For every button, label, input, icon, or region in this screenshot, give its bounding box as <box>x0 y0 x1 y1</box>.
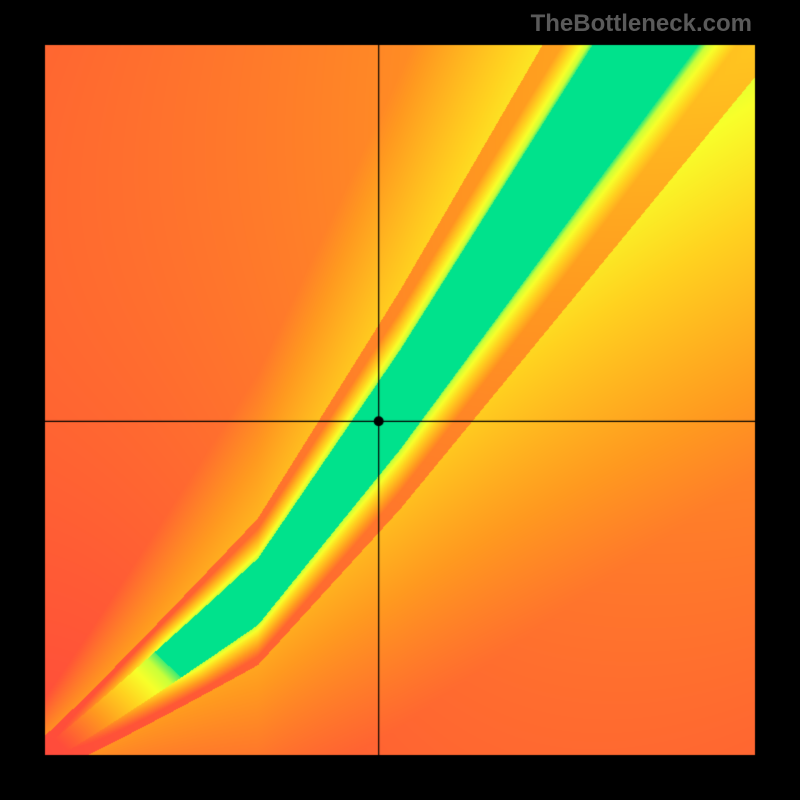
watermark-text: TheBottleneck.com <box>531 10 752 38</box>
bottleneck-heatmap-canvas <box>0 0 800 800</box>
chart-container: TheBottleneck.com <box>0 0 800 800</box>
